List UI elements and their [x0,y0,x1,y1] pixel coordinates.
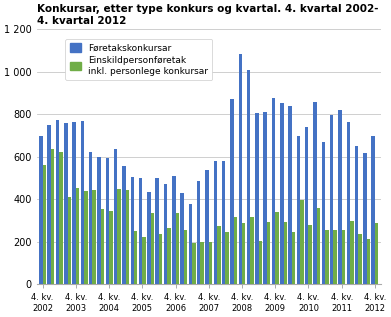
Bar [334,230,337,284]
Bar [217,226,221,284]
Bar [122,166,126,284]
Bar [176,213,179,284]
Bar [358,235,362,284]
Bar [300,200,304,284]
Bar [172,176,176,284]
Bar [39,136,43,284]
Bar [272,98,275,284]
Bar [325,230,328,284]
Bar [164,184,167,284]
Bar [363,152,367,284]
Bar [258,241,262,284]
Bar [131,177,134,284]
Bar [43,165,46,284]
Bar [142,236,146,284]
Bar [213,161,217,284]
Bar [313,101,317,284]
Bar [255,113,258,284]
Bar [51,149,54,284]
Bar [375,223,378,284]
Bar [64,123,68,284]
Bar [97,157,101,284]
Bar [47,125,51,284]
Bar [305,127,308,284]
Bar [201,242,204,284]
Bar [250,217,254,284]
Bar [338,110,342,284]
Bar [59,152,63,284]
Text: Konkursar, etter type konkurs og kvartal. 4. kvartal 2002-
4. kvartal 2012: Konkursar, etter type konkurs og kvartal… [37,4,378,26]
Bar [147,192,151,284]
Bar [197,181,201,284]
Bar [192,243,196,284]
Bar [264,112,267,284]
Bar [292,232,295,284]
Bar [84,191,88,284]
Bar [76,188,79,284]
Bar [159,235,162,284]
Bar [81,121,84,284]
Bar [239,54,242,284]
Bar [317,208,320,284]
Bar [350,221,353,284]
Bar [68,197,71,284]
Bar [247,70,250,284]
Bar [234,217,237,284]
Bar [209,242,212,284]
Bar [184,230,187,284]
Bar [92,190,96,284]
Bar [283,222,287,284]
Bar [346,122,350,284]
Bar [189,204,192,284]
Bar [289,106,292,284]
Bar [342,230,345,284]
Bar [205,170,209,284]
Bar [225,232,229,284]
Bar [114,149,117,284]
Bar [267,222,271,284]
Bar [330,115,334,284]
Bar [280,103,283,284]
Bar [242,223,246,284]
Bar [109,211,113,284]
Bar [355,146,358,284]
Bar [106,158,109,284]
Bar [371,136,375,284]
Bar [367,239,370,284]
Bar [180,193,184,284]
Bar [101,209,104,284]
Bar [167,228,171,284]
Bar [72,122,76,284]
Bar [275,212,279,284]
Bar [230,100,234,284]
Bar [308,225,312,284]
Legend: Føretakskonkursar, Einskildpersonføretak
inkl. personlege konkursar: Føretakskonkursar, Einskildpersonføretak… [65,39,212,80]
Bar [322,142,325,284]
Bar [222,161,225,284]
Bar [89,152,92,284]
Bar [56,120,59,284]
Bar [117,189,121,284]
Bar [156,178,159,284]
Bar [139,178,142,284]
Bar [297,136,300,284]
Bar [126,190,129,284]
Bar [151,213,154,284]
Bar [134,231,138,284]
